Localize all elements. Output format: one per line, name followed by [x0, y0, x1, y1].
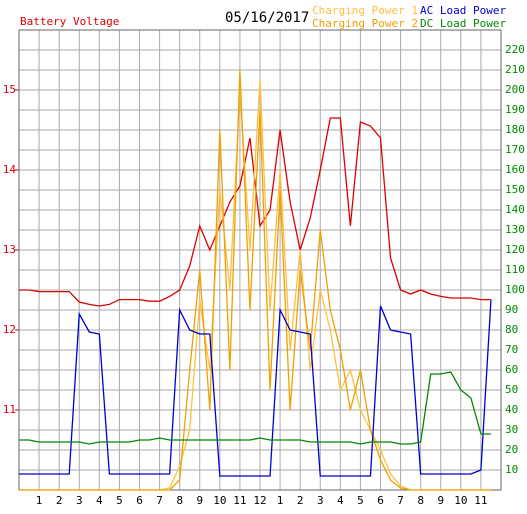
y2-tick-label: 70 [505, 343, 518, 356]
x-tick-label: 1 [277, 494, 284, 507]
y2-tick-label: 90 [505, 303, 518, 316]
y2-tick-label: 170 [505, 143, 525, 156]
x-tick-label: 1 [36, 494, 43, 507]
y-tick-label: 12 [3, 323, 16, 336]
x-tick-label: 4 [337, 494, 344, 507]
y-tick-label: 13 [3, 243, 16, 256]
y2-tick-label: 40 [505, 403, 518, 416]
y2-tick-label: 50 [505, 383, 518, 396]
x-tick-label: 8 [176, 494, 183, 507]
x-tick-label: 6 [377, 494, 384, 507]
y2-tick-label: 210 [505, 63, 525, 76]
x-tick-label: 2 [56, 494, 63, 507]
series-line [19, 69, 491, 491]
x-tick-label: 4 [96, 494, 103, 507]
y-tick-label: 15 [3, 83, 16, 96]
x-tick-label: 3 [317, 494, 324, 507]
legend-label: DC Load Power [420, 17, 506, 30]
x-tick-label: 7 [397, 494, 404, 507]
y2-tick-label: 60 [505, 363, 518, 376]
y2-tick-label: 140 [505, 203, 525, 216]
y2-tick-label: 180 [505, 123, 525, 136]
x-tick-label: 8 [417, 494, 424, 507]
y-tick-label: 11 [3, 403, 16, 416]
x-tick-label: 5 [116, 494, 123, 507]
y2-tick-label: 130 [505, 223, 525, 236]
legend-label: AC Load Power [420, 4, 506, 17]
x-tick-label: 12 [253, 494, 266, 507]
x-tick-label: 10 [454, 494, 467, 507]
y-tick-label: 14 [3, 163, 17, 176]
y2-tick-label: 190 [505, 103, 525, 116]
x-tick-label: 11 [233, 494, 246, 507]
x-tick-label: 2 [297, 494, 304, 507]
legend-label: Charging Power 2 [312, 17, 418, 30]
y2-tick-label: 20 [505, 443, 518, 456]
y2-tick-label: 160 [505, 163, 525, 176]
y2-tick-label: 10 [505, 463, 518, 476]
x-tick-label: 11 [474, 494, 487, 507]
plot-frame [18, 29, 502, 491]
y2-tick-label: 110 [505, 263, 525, 276]
y2-tick-label: 220 [505, 43, 525, 56]
x-tick-label: 7 [156, 494, 163, 507]
y2-tick-label: 80 [505, 323, 518, 336]
legend-label: Battery Voltage [20, 15, 119, 28]
x-tick-label: 6 [136, 494, 143, 507]
chart-title: 05/16/2017 [225, 10, 309, 26]
x-tick-label: 9 [437, 494, 444, 507]
x-tick-label: 5 [357, 494, 364, 507]
y2-tick-label: 100 [505, 283, 525, 296]
y2-tick-label: 120 [505, 243, 525, 256]
y2-tick-label: 30 [505, 423, 518, 436]
series-line [19, 371, 491, 445]
x-tick-label: 10 [213, 494, 226, 507]
y2-tick-label: 200 [505, 83, 525, 96]
x-tick-label: 3 [76, 494, 83, 507]
x-tick-label: 9 [196, 494, 203, 507]
series-line [19, 117, 491, 307]
y2-tick-label: 150 [505, 183, 525, 196]
series-line [19, 299, 492, 477]
legend-label: Charging Power 1 [312, 4, 418, 17]
